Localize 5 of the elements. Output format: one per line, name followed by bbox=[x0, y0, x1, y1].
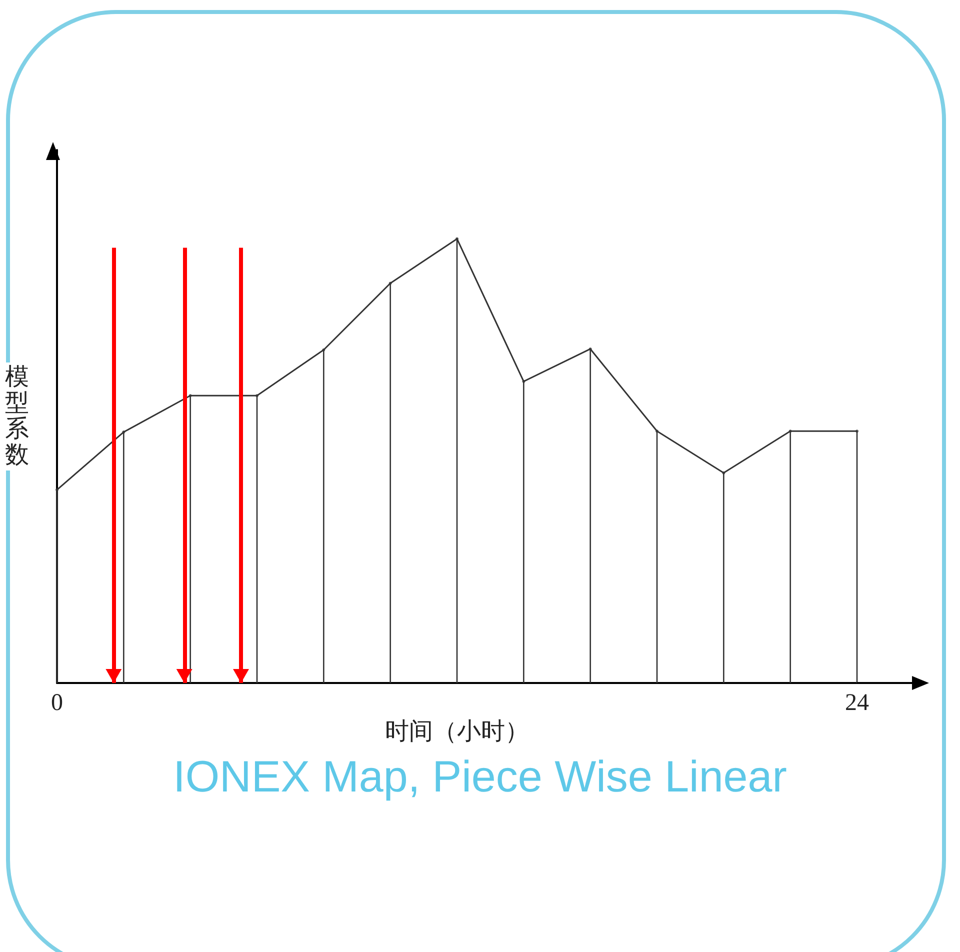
x-axis-title: 时间（小时） bbox=[385, 718, 529, 745]
x-tick-label: 0 bbox=[51, 690, 63, 716]
text: IONEX Map, Piece Wise Linear bbox=[173, 752, 787, 802]
x-tick-label: 24 bbox=[845, 690, 869, 716]
y-axis-title: 模型系数 bbox=[5, 364, 29, 468]
